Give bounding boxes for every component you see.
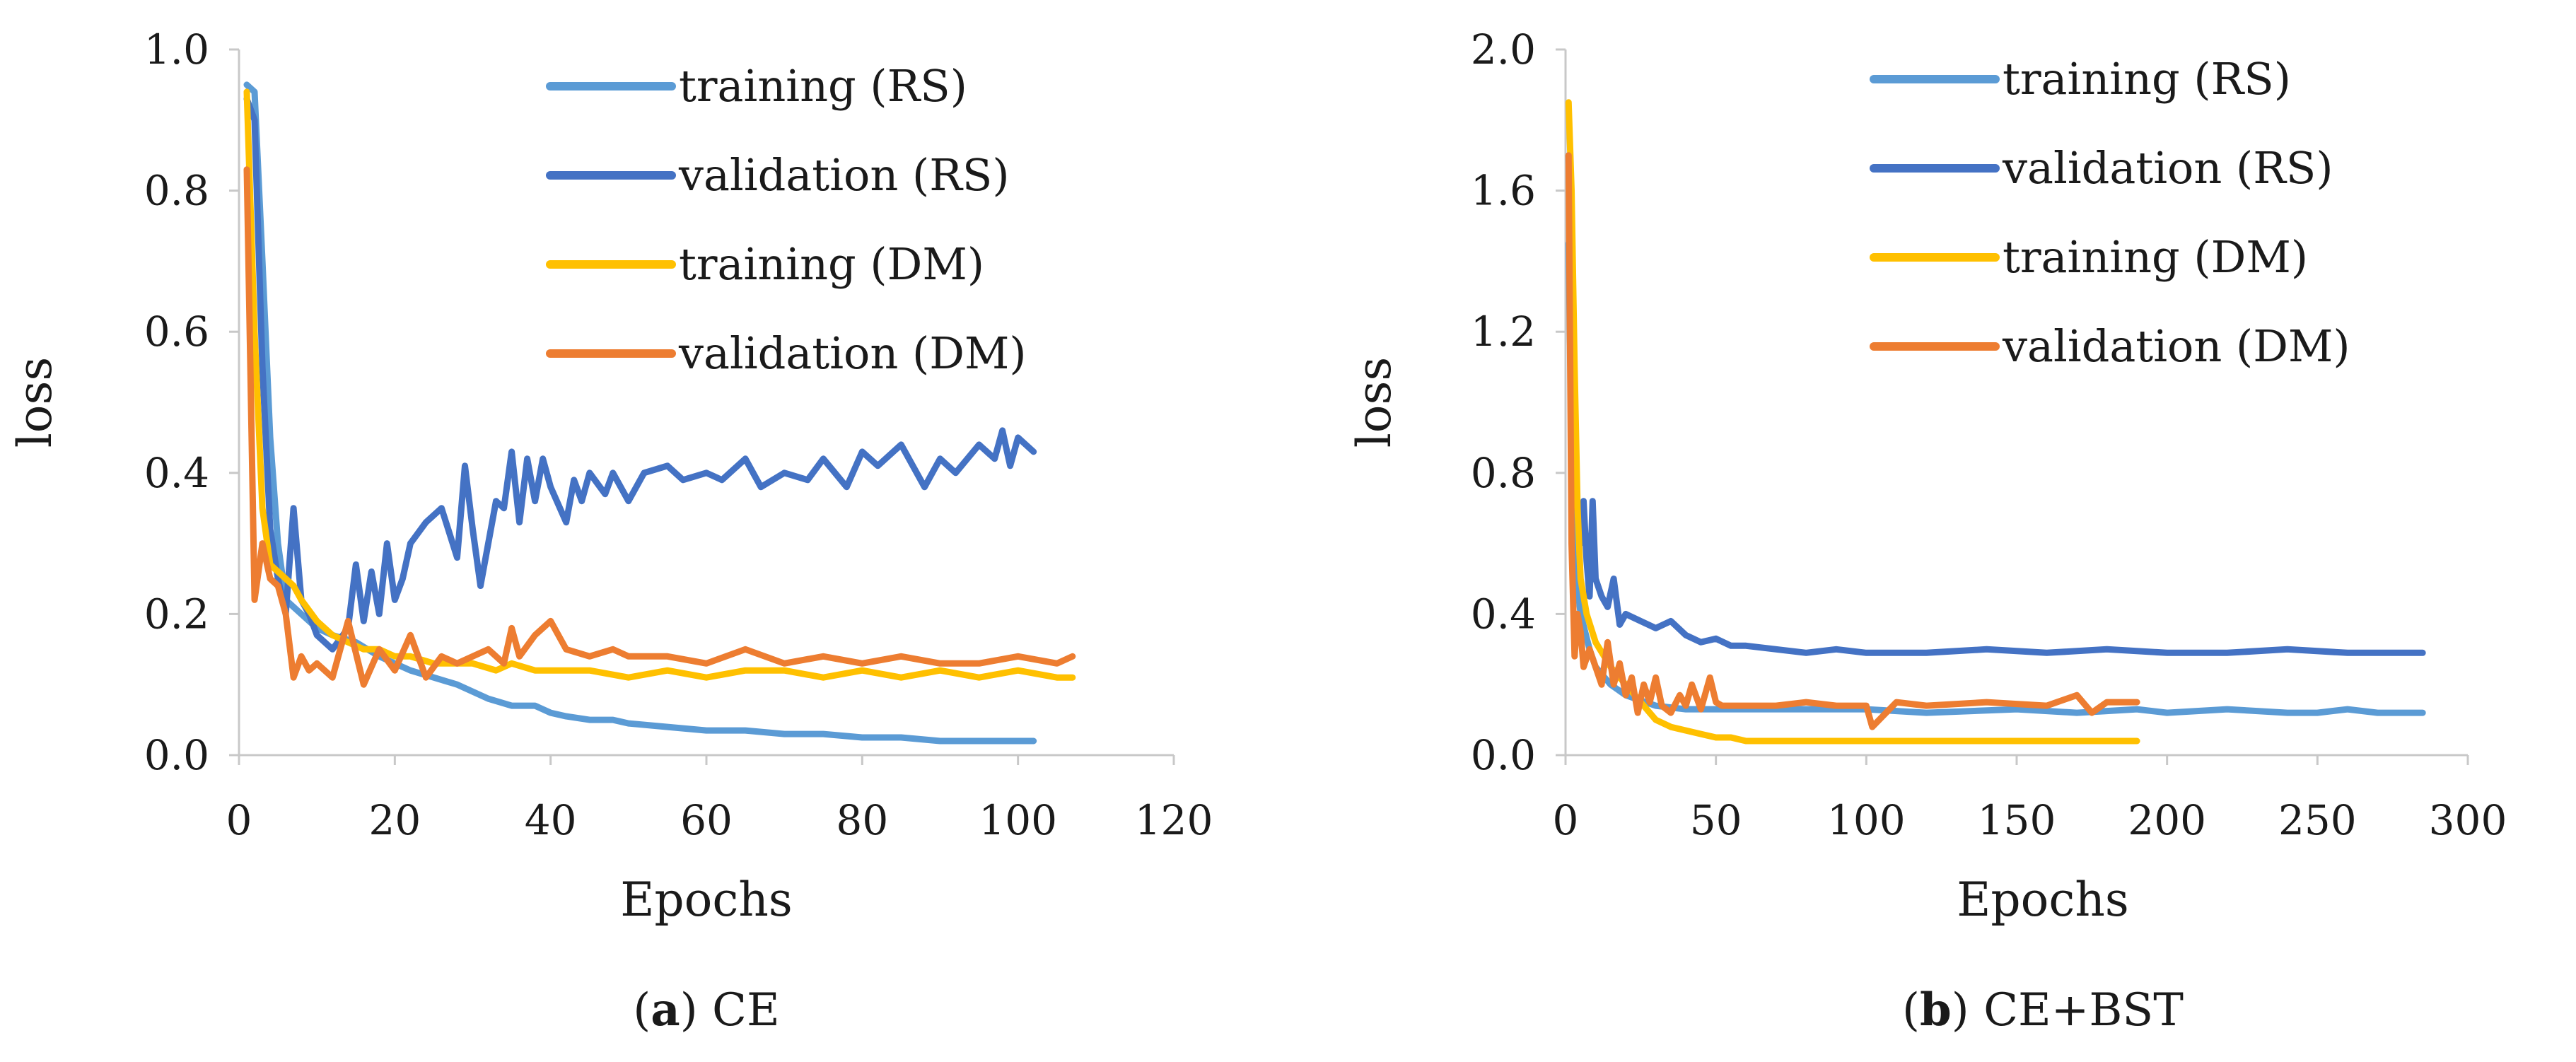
chart-b-legend-label-validation-rs: validation (RS) xyxy=(2002,142,2333,194)
chart-a-x-tick-label: 20 xyxy=(368,796,421,844)
chart-a-y-tick-label: 0.8 xyxy=(144,167,209,215)
chart-b-x-tick-label: 0 xyxy=(1553,796,1579,844)
chart-b-series-validation-dm xyxy=(1565,152,2140,730)
chart-b-x-tick-label: 100 xyxy=(1827,796,1906,844)
chart-b-legend-label-training-dm: training (DM) xyxy=(2003,231,2308,283)
chart-a-x-axis-title: Epochs xyxy=(620,873,793,927)
chart-a-caption-letter: a xyxy=(651,984,680,1037)
chart-a-y-tick-label: 0.4 xyxy=(144,449,209,497)
chart-a-y-tick-label: 0.2 xyxy=(144,590,209,638)
chart-b-y-tick-label: 0.8 xyxy=(1471,449,1536,497)
chart-b-y-tick-label: 0.4 xyxy=(1471,590,1536,638)
chart-a-series xyxy=(243,81,1076,745)
chart-panel-a: 0 20 40 60 80 100 120 0.0 0.2 0.4 0.6 0.8 1.0 train… xyxy=(8,25,1213,1037)
chart-b-legend-label-validation-dm: validation (DM) xyxy=(2002,320,2350,372)
chart-a-y-tick-label: 1.0 xyxy=(144,25,209,74)
chart-b-y-tick-label: 2.0 xyxy=(1471,25,1536,74)
chart-a-series-validation-dm xyxy=(243,166,1076,688)
chart-a-x-tick-label: 0 xyxy=(226,796,252,844)
chart-a-y-ticks: 0.0 0.2 0.4 0.6 0.8 1.0 xyxy=(144,25,239,779)
chart-a-x-tick-label: 80 xyxy=(836,796,888,844)
chart-b-x-tick-label: 50 xyxy=(1690,796,1742,844)
chart-a-legend: training (RS) validation (RS) training (DM… xyxy=(546,60,1027,379)
chart-b-series-training-dm xyxy=(1565,99,2140,745)
chart-a-x-ticks: 0 20 40 60 80 100 120 xyxy=(226,755,1213,844)
chart-a-series-training-rs xyxy=(243,81,1037,745)
chart-b-series xyxy=(1565,99,2426,745)
chart-b-y-ticks: 0.0 0.4 0.8 1.2 1.6 2.0 xyxy=(1471,25,1566,779)
chart-b-y-axis-title: loss xyxy=(1347,357,1401,448)
chart-a-x-tick-label: 40 xyxy=(525,796,577,844)
chart-a-caption: (a) CE xyxy=(633,984,779,1037)
chart-a-x-tick-label: 100 xyxy=(979,796,1057,844)
chart-b-x-tick-label: 200 xyxy=(2128,796,2206,844)
chart-b-y-tick-label: 0.0 xyxy=(1471,731,1536,779)
chart-b-x-tick-label: 150 xyxy=(1978,796,2056,844)
chart-b-y-tick-label: 1.2 xyxy=(1471,308,1536,356)
chart-b-legend-label-training-rs: training (RS) xyxy=(2003,53,2291,105)
chart-panel-b: 0 50 100 150 200 250 300 0.0 0.4 0.8 1.2 1.6 2.0 tr… xyxy=(1347,25,2507,1037)
chart-b-x-tick-label: 250 xyxy=(2278,796,2357,844)
chart-a-y-tick-label: 0.0 xyxy=(144,731,209,779)
chart-b-caption-text: CE+BST xyxy=(1983,984,2184,1037)
chart-b-series-validation-rs xyxy=(1565,152,2426,656)
chart-b-legend: training (RS) validation (RS) training (DM… xyxy=(1870,53,2350,372)
chart-b-x-axis-title: Epochs xyxy=(1957,873,2129,927)
chart-b-caption-letter: b xyxy=(1920,984,1952,1037)
chart-a-legend-label-validation-dm: validation (DM) xyxy=(678,327,1027,379)
chart-a-y-axis-title: loss xyxy=(8,357,62,448)
chart-a-y-tick-label: 0.6 xyxy=(144,308,209,356)
chart-a-legend-label-training-rs: training (RS) xyxy=(679,60,967,112)
chart-b-y-tick-label: 1.6 xyxy=(1471,167,1536,215)
chart-b-caption: (b) CE+BST xyxy=(1902,984,2184,1037)
chart-a-legend-label-training-dm: training (DM) xyxy=(679,238,984,290)
chart-a-x-tick-label: 60 xyxy=(680,796,733,844)
chart-b-x-tick-label: 300 xyxy=(2429,796,2507,844)
chart-a-caption-text: CE xyxy=(712,984,780,1037)
chart-a-x-tick-label: 120 xyxy=(1135,796,1213,844)
chart-a-legend-label-validation-rs: validation (RS) xyxy=(678,149,1010,201)
chart-b-x-ticks: 0 50 100 150 200 250 300 xyxy=(1553,755,2507,844)
chart-a-series-training-dm xyxy=(243,88,1076,681)
